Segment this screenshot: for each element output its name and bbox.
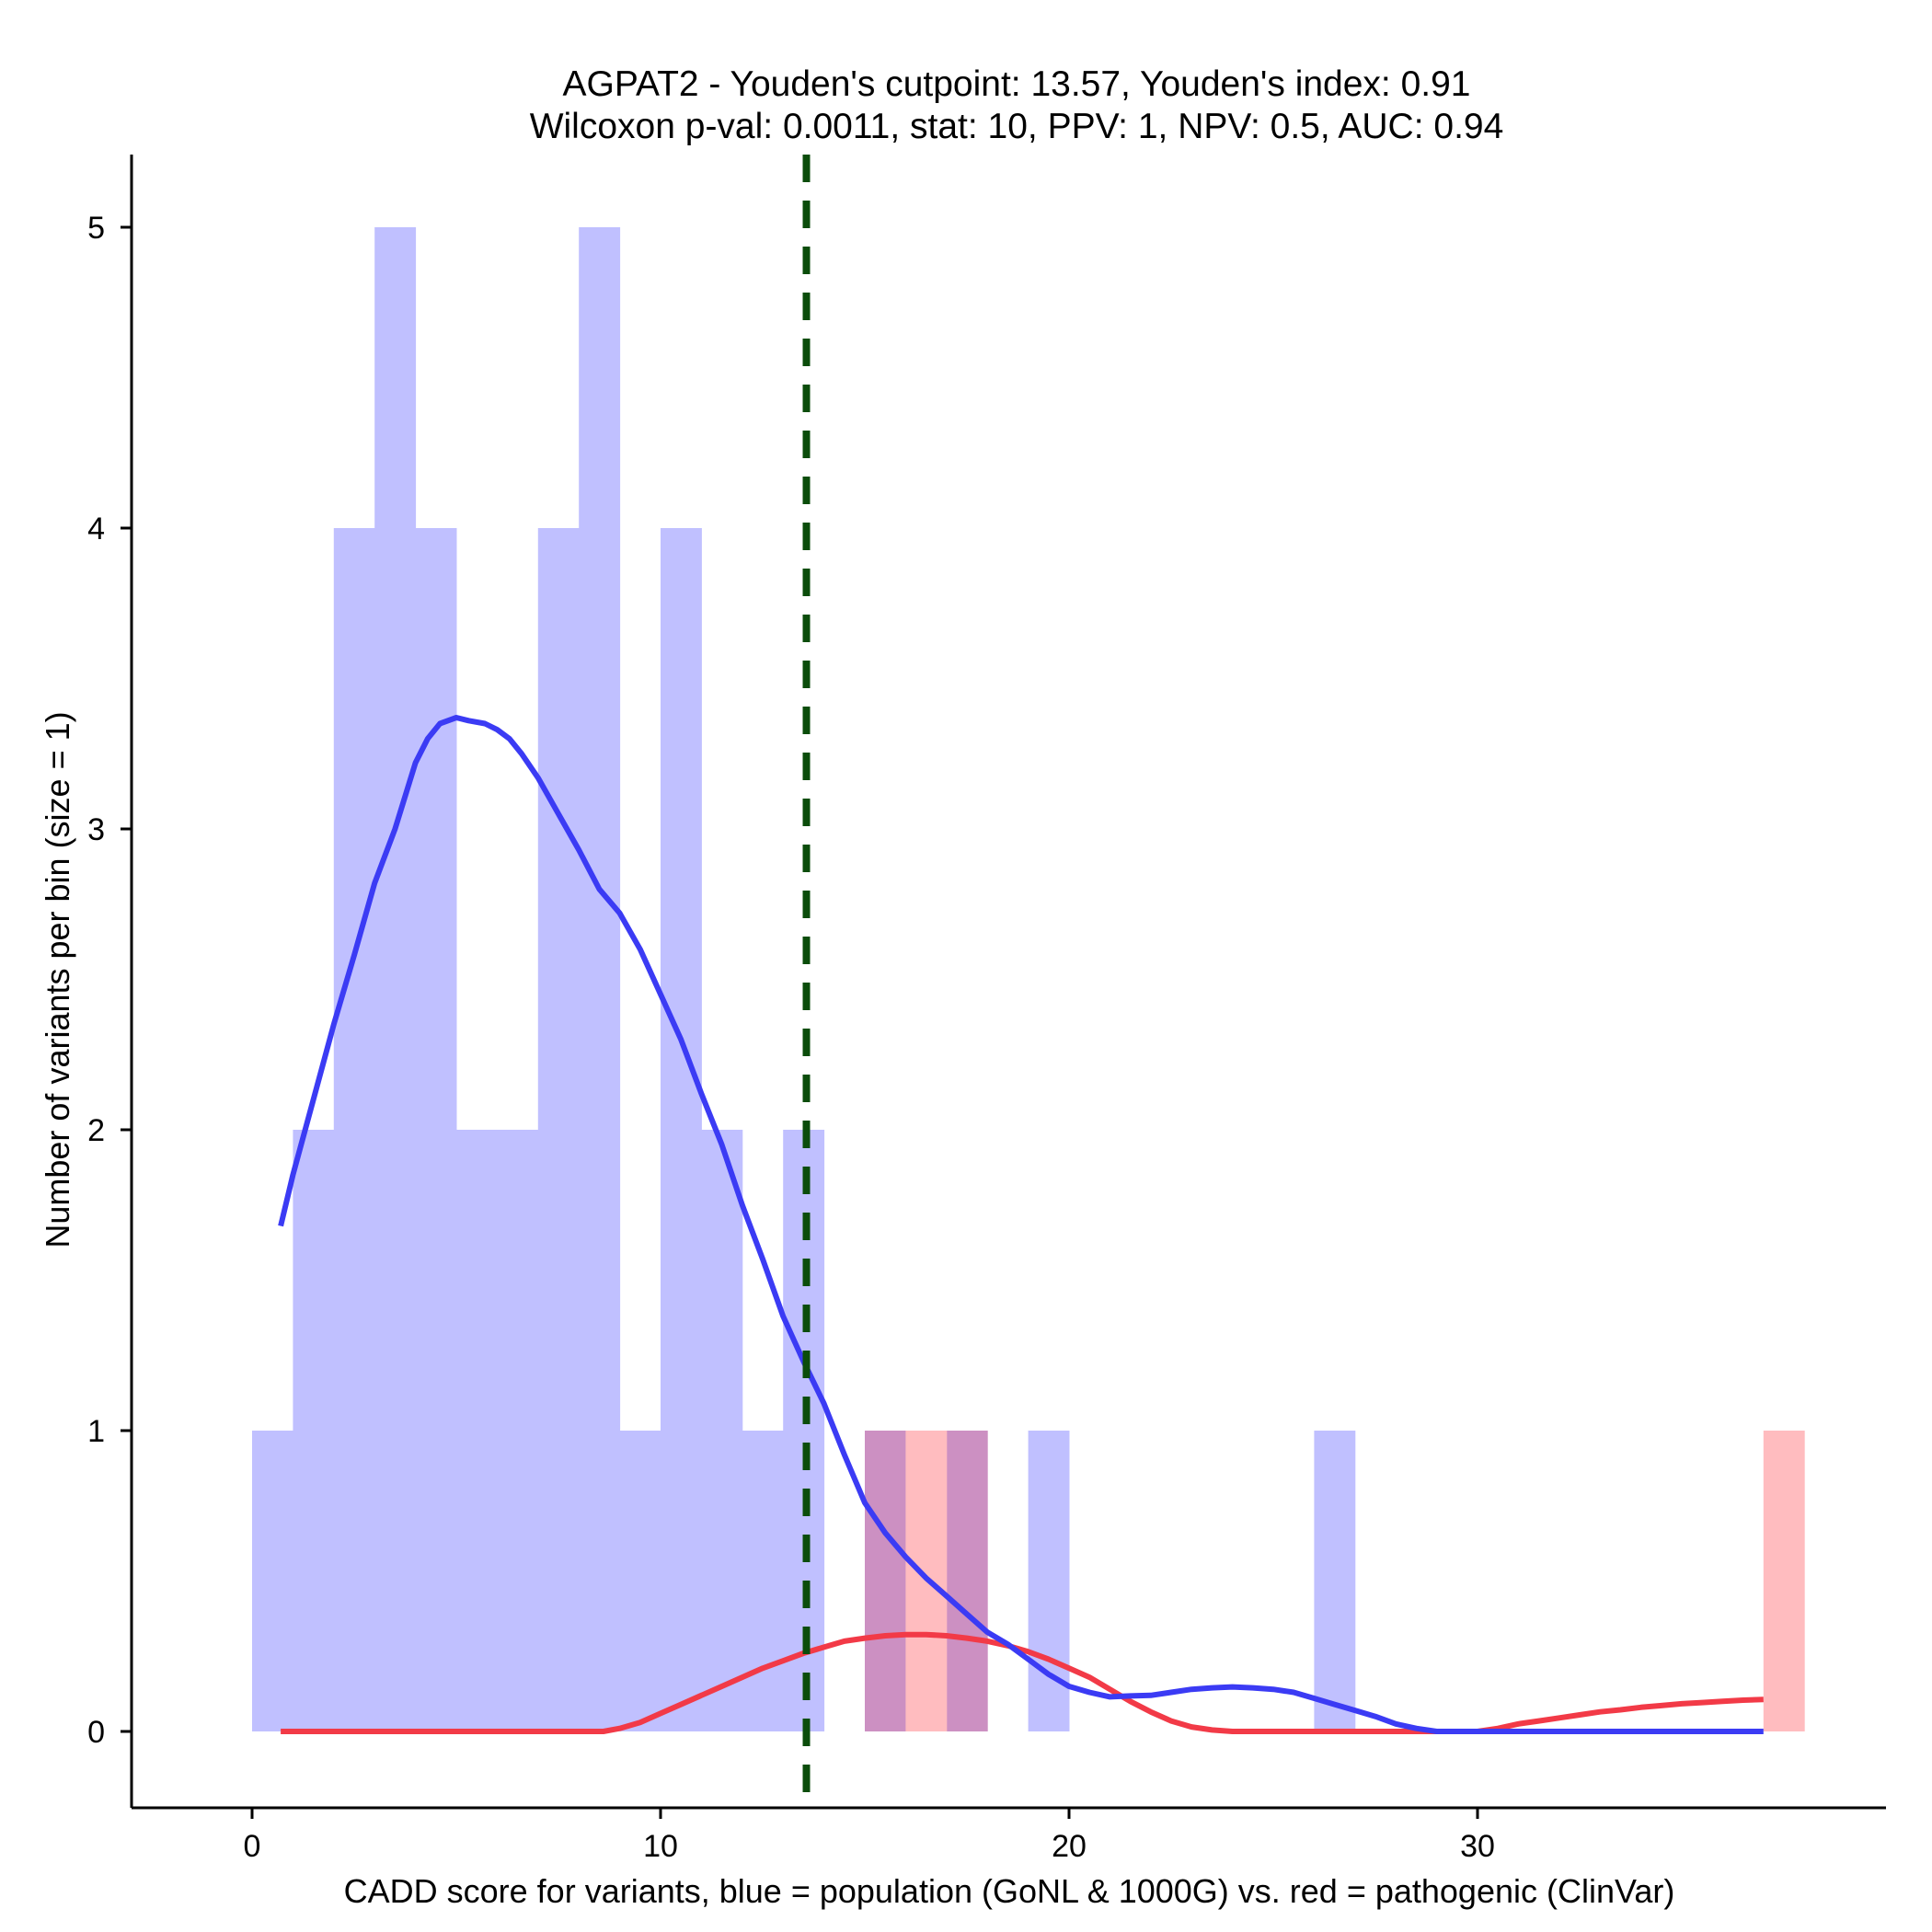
population-density-line bbox=[278, 715, 1764, 1734]
y-tick-label-1: 1 bbox=[87, 1414, 105, 1449]
y-ticks: 0 1 2 3 4 5 bbox=[87, 211, 132, 1750]
y-tick-label-2: 2 bbox=[87, 1113, 105, 1148]
x-ticks: 0 10 20 30 bbox=[244, 1808, 1495, 1864]
x-tick-label-1: 10 bbox=[643, 1829, 678, 1864]
population-bar-7 bbox=[537, 528, 580, 1731]
pathogenic-bar-3 bbox=[1763, 1431, 1805, 1731]
y-tick-label-3: 3 bbox=[87, 812, 105, 847]
chart-title-line1: AGPAT2 - Youden's cutpoint: 13.57, Youde… bbox=[562, 64, 1470, 104]
histogram-bars bbox=[252, 227, 1805, 1731]
population-bar-15 bbox=[946, 1431, 988, 1731]
population-bar-6 bbox=[497, 1130, 539, 1731]
population-bar-5 bbox=[456, 1130, 498, 1731]
chart-title-line2: Wilcoxon p-val: 0.0011, stat: 10, PPV: 1… bbox=[530, 107, 1504, 146]
population-bar-8 bbox=[579, 227, 621, 1731]
pathogenic-density-line bbox=[281, 1631, 1764, 1734]
population-bar-1 bbox=[293, 1130, 335, 1731]
x-axis-label: CADD score for variants, blue = populati… bbox=[344, 1872, 1675, 1910]
x-tick-label-2: 20 bbox=[1052, 1829, 1087, 1864]
x-tick-label-0: 0 bbox=[244, 1829, 261, 1864]
population-bar-0 bbox=[252, 1431, 293, 1731]
density-lines bbox=[278, 715, 1764, 1734]
population-bar-2 bbox=[333, 528, 375, 1731]
y-tick-label-5: 5 bbox=[87, 211, 105, 246]
y-axis-label: Number of variants per bin (size = 1) bbox=[39, 711, 76, 1248]
population-bar-10 bbox=[661, 528, 702, 1731]
population-bar-12 bbox=[742, 1431, 784, 1731]
population-bar-11 bbox=[701, 1130, 743, 1731]
population-bar-14 bbox=[865, 1431, 906, 1731]
population-bar-4 bbox=[415, 528, 457, 1731]
population-bar-17 bbox=[1314, 1431, 1356, 1731]
population-bar-16 bbox=[1028, 1431, 1070, 1731]
population-bar-9 bbox=[619, 1431, 661, 1731]
x-tick-label-3: 30 bbox=[1460, 1829, 1495, 1864]
population-bar-3 bbox=[374, 227, 417, 1731]
y-tick-label-0: 0 bbox=[87, 1715, 105, 1750]
y-tick-label-4: 4 bbox=[87, 512, 105, 546]
